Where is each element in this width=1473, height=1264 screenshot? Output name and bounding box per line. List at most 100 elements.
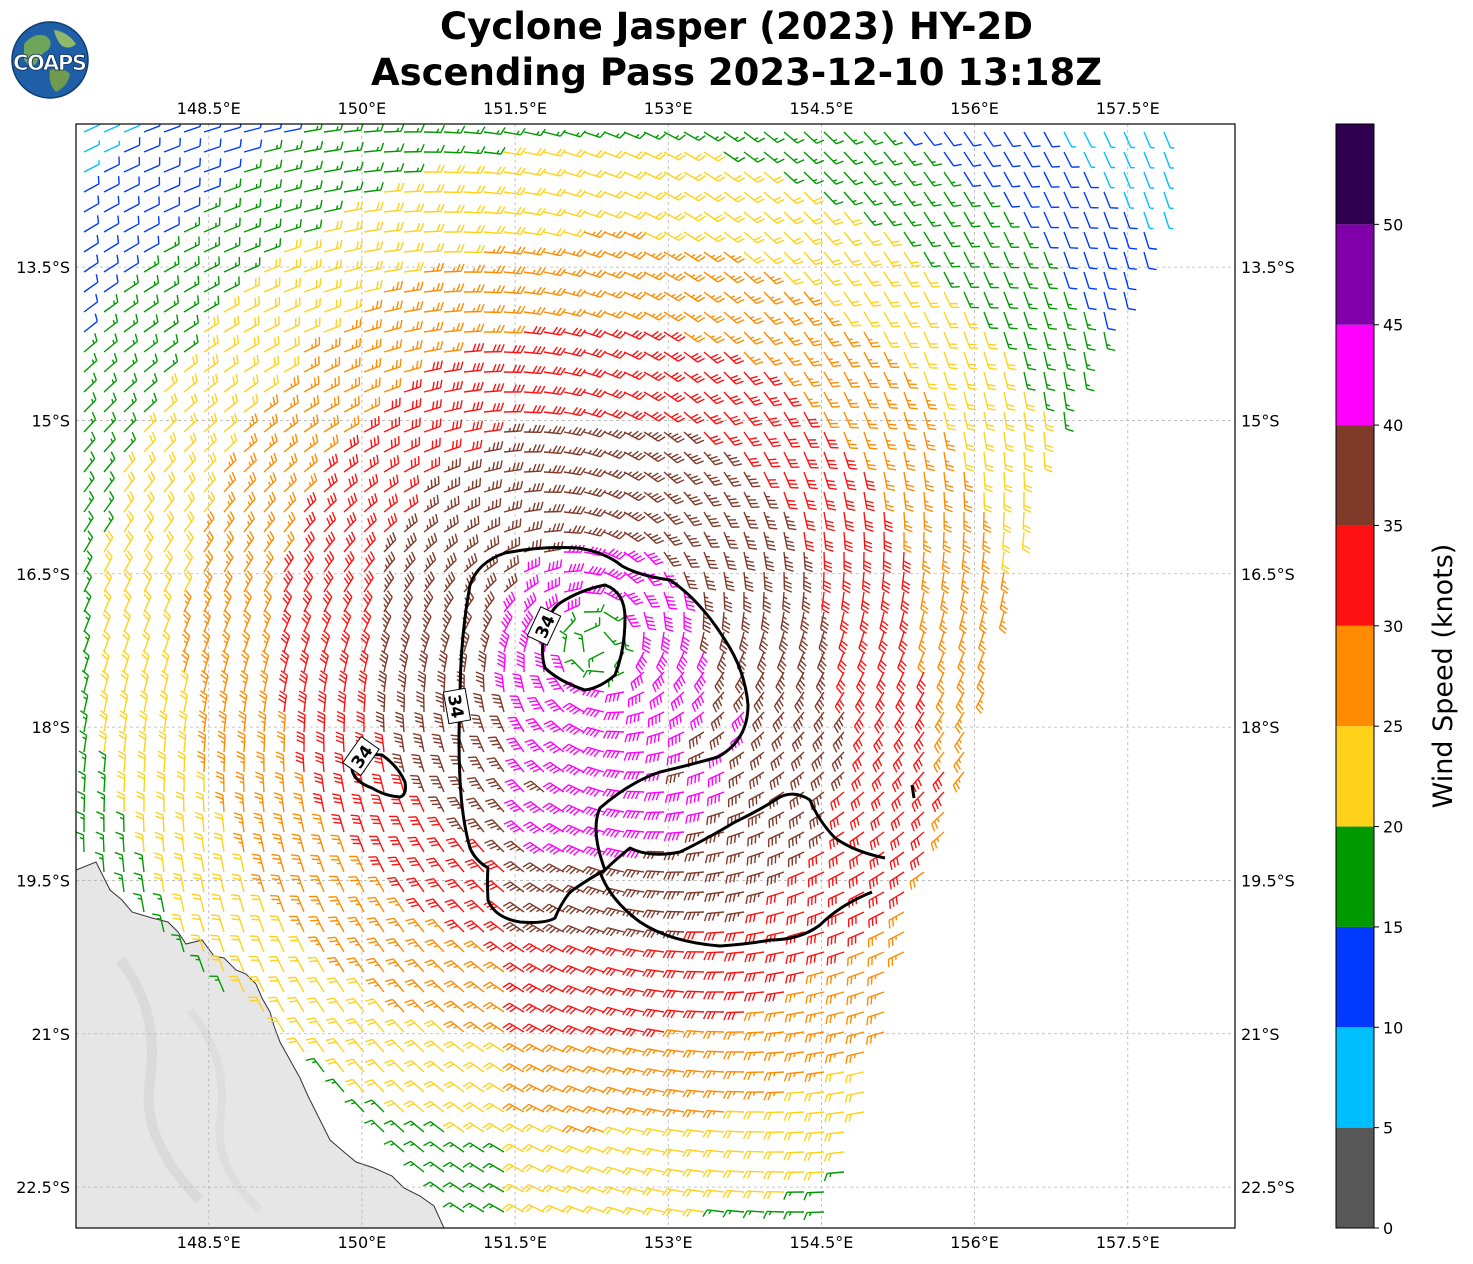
wind-barb [923, 231, 941, 248]
wind-barb [283, 140, 303, 153]
wind-barb [263, 159, 283, 173]
wind-barb [763, 131, 785, 144]
wind-barb [1123, 151, 1135, 169]
wind-barb [783, 151, 805, 164]
wind-barb [823, 151, 844, 165]
wind-barb [363, 162, 385, 173]
wind-barb [243, 139, 263, 153]
wind-barb [123, 176, 140, 193]
wind-barb [903, 171, 923, 187]
wind-barb [663, 231, 686, 241]
wind-barb [163, 196, 181, 213]
wind-barb [1083, 131, 1096, 148]
wind-barb [963, 191, 981, 208]
wind-barb [1023, 191, 1040, 208]
colorbar-bin [1336, 425, 1374, 526]
wind-barb [923, 191, 942, 207]
wind-barb [203, 158, 222, 173]
lon-tick-label-top: 154.5°E [789, 99, 853, 118]
colorbar-bin [1336, 1027, 1374, 1128]
wind-barb [343, 142, 364, 153]
wind-barb [243, 124, 262, 133]
wind-barb [883, 131, 903, 146]
wind-barb [323, 200, 343, 213]
wind-barb [383, 163, 405, 173]
wind-barb [663, 171, 686, 181]
wind-barb [743, 151, 765, 163]
wind-barb [403, 203, 425, 213]
wind-barb [743, 211, 765, 224]
lon-tick-label-top: 151.5°E [483, 99, 547, 118]
wind-barb [503, 226, 526, 235]
wind-barb [483, 146, 506, 155]
wind-barb [343, 201, 364, 213]
wind-barb [383, 202, 405, 213]
colorbar: 0 5 10 15 20 25 30 35 40 45 50 [1335, 123, 1403, 1238]
wind-barb [943, 171, 962, 187]
colorbar-tick-label: 25 [1383, 717, 1403, 736]
wind-barb [1043, 151, 1060, 168]
wind-barb [123, 156, 141, 173]
wind-barb [943, 231, 961, 248]
wind-barb [303, 160, 324, 173]
colorbar-bin [1336, 124, 1374, 225]
contour-line-fragment [910, 784, 916, 799]
lon-tick-label-top: 153°E [644, 99, 693, 118]
wind-barb [663, 191, 686, 201]
wind-barb [723, 131, 746, 143]
wind-barb [723, 231, 745, 243]
wind-barb [683, 171, 706, 182]
wind-barb [703, 211, 726, 223]
wind-barb [823, 211, 844, 226]
wind-barb [403, 143, 425, 153]
wind-barb [603, 230, 627, 239]
wind-barb [703, 151, 726, 162]
wind-barb [223, 158, 242, 173]
lon-tick-label-top: 150°E [338, 99, 387, 118]
wind-barb [223, 197, 242, 213]
wind-barb [643, 191, 666, 201]
wind-barb [403, 124, 425, 133]
wind-barb [743, 191, 765, 204]
wind-barb [863, 231, 883, 247]
wind-barb [1083, 231, 1098, 250]
wind-barb [963, 151, 982, 167]
wind-barb [463, 225, 486, 234]
wind-barb [1123, 131, 1135, 149]
colorbar-bin [1336, 826, 1374, 927]
colorbar-bin [1336, 224, 1374, 325]
wind-barb [283, 124, 303, 133]
lon-tick-label-bottom: 151.5°E [483, 1233, 547, 1252]
lat-tick-label-right: 15°S [1241, 411, 1280, 430]
wind-barb [683, 131, 706, 142]
wind-barb [183, 177, 201, 193]
colorbar-bin [1336, 324, 1374, 426]
colorbar-tick-label: 10 [1383, 1018, 1403, 1037]
lat-tick-label-right: 21°S [1241, 1025, 1280, 1044]
colorbar-bin [1336, 926, 1374, 1028]
wind-barb [983, 191, 1001, 208]
wind-barb [103, 156, 120, 173]
wind-barb [443, 145, 466, 154]
wind-barb [283, 218, 302, 233]
wind-barb [863, 191, 883, 206]
wind-barb [123, 215, 140, 233]
wind-barb [543, 208, 566, 217]
wind-barb [523, 207, 546, 216]
wind-barb [183, 124, 202, 133]
colorbar-bin [1336, 726, 1374, 827]
wind-barb [83, 140, 100, 153]
wind-barb [983, 131, 1002, 147]
wind-barb [903, 231, 922, 247]
wind-barb [1063, 171, 1080, 189]
wind-barb [303, 180, 323, 193]
wind-barb [783, 171, 805, 184]
wind-barb [803, 211, 824, 225]
wind-barb [703, 191, 726, 202]
lon-tick-label-top: 148.5°E [177, 99, 241, 118]
wind-barb [1163, 151, 1175, 169]
wind-barb [943, 131, 962, 147]
wind-barb [723, 151, 746, 163]
title-line-1: Cyclone Jasper (2023) HY-2D [440, 5, 1033, 48]
wind-barb [643, 211, 666, 221]
